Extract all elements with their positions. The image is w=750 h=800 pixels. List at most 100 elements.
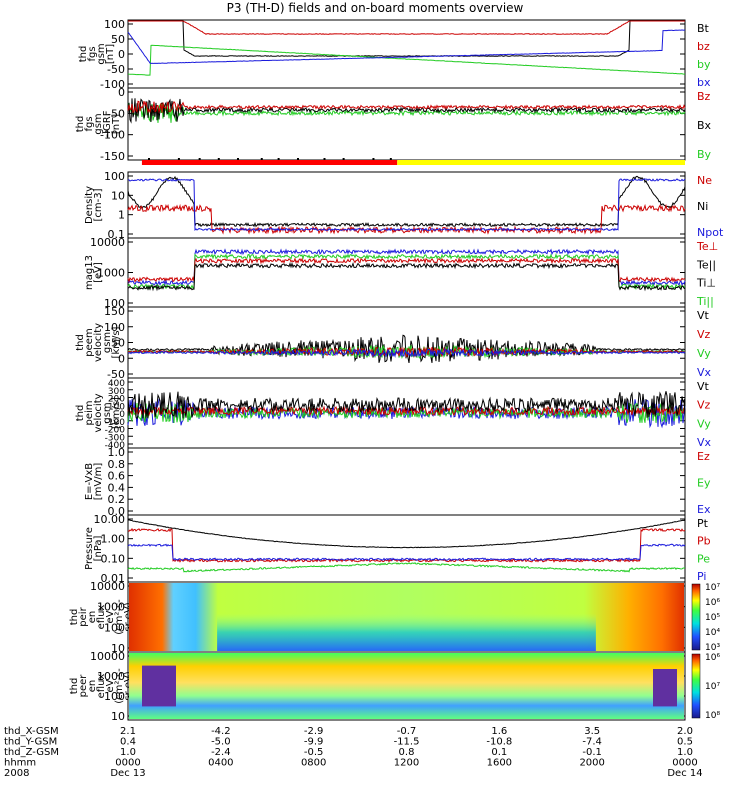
legend-Ti||: Ti|| xyxy=(696,295,714,308)
ytick-label: 10000 xyxy=(90,650,125,663)
ytick-label: 0.2 xyxy=(108,493,126,506)
legend-Vy: Vy xyxy=(697,417,711,430)
ytick-label: 1.00 xyxy=(101,533,126,546)
ylabel-line: mag13 xyxy=(84,255,95,290)
mode-bar-tick xyxy=(148,158,150,160)
colorbar-label: 10⁸ xyxy=(705,711,720,721)
footer-value: -4.2 xyxy=(211,726,231,737)
series-bz xyxy=(128,20,685,35)
mode-bar-tick xyxy=(296,158,299,160)
ytick-label: 0.8 xyxy=(108,458,126,471)
series-Vt xyxy=(127,391,686,420)
legend-Vt: Vt xyxy=(697,309,710,322)
ytick-label: 1 xyxy=(118,209,125,222)
colorbar-label: 10⁶ xyxy=(705,653,720,663)
ytick-label: 10 xyxy=(111,710,125,723)
legend-Te⊥: Te⊥ xyxy=(696,240,718,253)
footer-value: 1.6 xyxy=(491,726,507,737)
ylabel-line: thd xyxy=(69,678,80,695)
electron-spectrogram xyxy=(129,653,684,719)
ylabel-line: peem xyxy=(84,328,95,356)
legend-Ni: Ni xyxy=(697,200,708,213)
ylabel-line: (cm²-s- xyxy=(114,599,125,635)
ytick-label: 100 xyxy=(108,402,125,412)
series-Vy xyxy=(127,402,686,424)
ytick-label: 0.4 xyxy=(108,481,126,494)
ytick-label: 1000 xyxy=(97,267,125,280)
panel-frame-temp xyxy=(127,237,686,308)
ylabel-line: thd xyxy=(69,609,80,626)
mode-bar-tick xyxy=(260,158,263,160)
colorbar xyxy=(691,653,701,719)
ytick-label: 10000 xyxy=(90,236,125,249)
ylabel-line: E=-VxB xyxy=(84,463,95,500)
footer-value: 0800 xyxy=(301,758,326,769)
ytick-label: 10.00 xyxy=(94,513,126,526)
panel-frame-ele_spec xyxy=(127,651,686,721)
legend-Vz: Vz xyxy=(697,328,711,341)
ytick-label: 100 xyxy=(104,18,125,31)
ytick-label: 100 xyxy=(104,297,125,310)
legend-Bz: Bz xyxy=(697,90,711,103)
footer-value: -0.7 xyxy=(397,726,417,737)
legend-Bx: Bx xyxy=(697,119,712,132)
electron-spectrogram-blob xyxy=(142,665,176,707)
legend-Vz: Vz xyxy=(697,399,711,412)
mode-bar-tick xyxy=(236,158,239,160)
mode-bar-tick xyxy=(217,158,220,160)
ytick-label: 100 xyxy=(104,321,125,334)
ylabel-line: [cm-3] xyxy=(93,188,104,221)
colorbar-label: 10³ xyxy=(705,643,720,653)
footer-value: -10.8 xyxy=(486,737,512,748)
series-Te-par xyxy=(127,256,686,284)
panel-frame-fgs_dt xyxy=(127,87,686,161)
ytick-label: 0.1 xyxy=(108,228,126,241)
ylabel-line: [nT] xyxy=(105,44,116,64)
series-Ni xyxy=(127,175,686,228)
ylabel-line: gsm xyxy=(102,332,113,353)
ylabel-line: (cm²-s- xyxy=(114,668,125,704)
series-Ti-par xyxy=(127,253,686,291)
legend-Pi: Pi xyxy=(697,570,706,583)
series-bx xyxy=(127,29,686,64)
series-Pb xyxy=(127,527,686,563)
footer-value: 3.5 xyxy=(584,726,600,737)
ylabel-line: en xyxy=(87,680,98,693)
footer-label: hhmm xyxy=(4,758,36,769)
ylabel-line: [nPa] xyxy=(93,535,104,561)
ylabel-line: [km/s] xyxy=(111,397,122,429)
series-by xyxy=(127,44,686,76)
mode-bar-tick xyxy=(277,158,280,160)
ylabel-line: gsm xyxy=(96,43,107,64)
footer-value: Dec 13 xyxy=(110,768,145,779)
ylabel-line: thd xyxy=(75,116,86,133)
ytick-label: -100 xyxy=(105,418,126,428)
ylabel-line: gsm xyxy=(93,113,104,134)
ylabel-line: peir xyxy=(78,606,89,626)
legend-bz: bz xyxy=(697,40,710,53)
ylabel-line: thd xyxy=(78,46,89,63)
ylabel-line: fgs xyxy=(84,116,95,131)
mode-bar-tick xyxy=(323,158,326,160)
footer-value: -0.5 xyxy=(304,747,324,758)
legend-Pe: Pe xyxy=(697,552,710,565)
footer-value: 0.1 xyxy=(491,747,507,758)
ytick-label: 0.01 xyxy=(101,572,126,585)
ylabel-line: peer xyxy=(78,674,89,698)
legend-by: by xyxy=(697,58,711,71)
panel-frame-efield xyxy=(127,447,686,516)
ytick-label: 0 xyxy=(118,48,125,61)
ytick-label: -50 xyxy=(107,368,125,381)
footer-value: 1600 xyxy=(487,758,512,769)
ylabel-line: peim xyxy=(84,400,95,425)
footer-label: thd_X-GSM xyxy=(4,726,59,737)
mode-bar-tick xyxy=(372,158,375,160)
legend-Ez: Ez xyxy=(697,450,710,463)
footer-value: 1200 xyxy=(394,758,419,769)
legend-Vx: Vx xyxy=(697,366,712,379)
ylabel-line: eV xyxy=(105,679,116,692)
footer-label: thd_Y-GSM xyxy=(4,737,57,748)
ylabel-line: velocity xyxy=(93,323,104,362)
footer-value: Dec 14 xyxy=(667,768,702,779)
footer-value: 1.0 xyxy=(677,747,693,758)
